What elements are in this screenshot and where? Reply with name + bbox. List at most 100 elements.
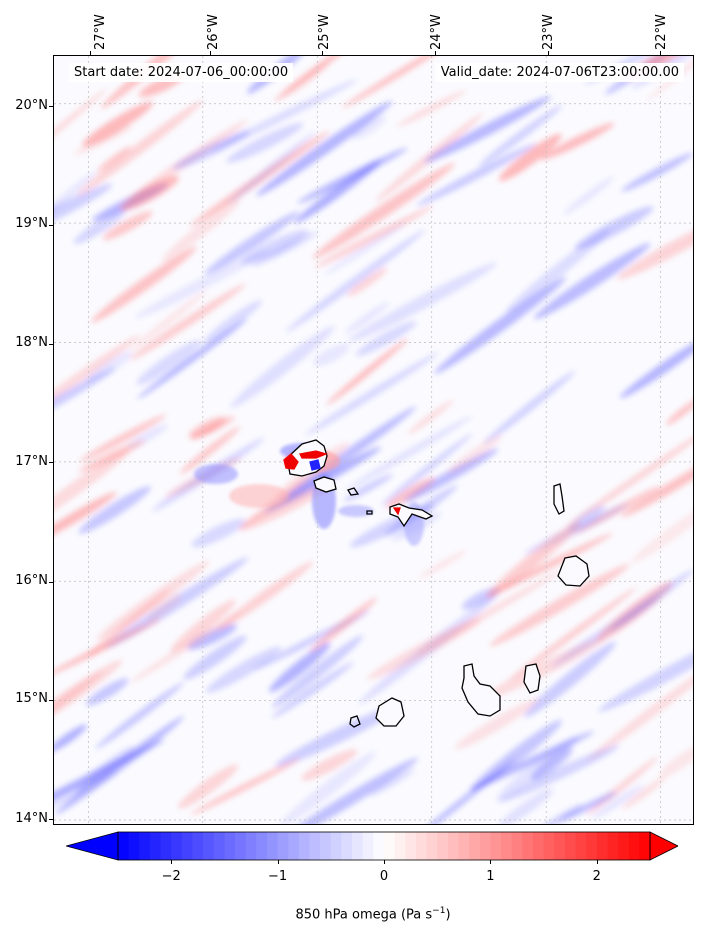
colorbar-step [479, 832, 491, 860]
lon-label-24w: 24°W [429, 14, 444, 50]
omega-streak [86, 588, 171, 658]
omega-feature [392, 507, 401, 516]
omega-streak [256, 100, 393, 197]
omega-streak [434, 277, 567, 374]
omega-streak [183, 635, 247, 680]
island-boa-vista [557, 555, 590, 587]
omega-streak [498, 745, 620, 803]
omega-streak [172, 130, 250, 170]
omega-streak [367, 618, 482, 680]
omega-streak [530, 747, 573, 781]
omega-streak [574, 206, 654, 250]
colorbar-low-extend [66, 831, 119, 861]
omega-streak [204, 211, 300, 275]
colorbar-step [458, 832, 470, 860]
omega-streak [447, 435, 502, 474]
omega-streak [285, 229, 426, 333]
omega-streak [658, 743, 693, 779]
colorbar-step [469, 832, 481, 860]
omega-streak [505, 228, 610, 313]
lon-tick [548, 51, 549, 55]
omega-streak [622, 777, 665, 810]
omega-streak [344, 301, 390, 334]
colorbar-step [266, 832, 278, 860]
omega-streak [312, 162, 455, 259]
omega-streak [54, 618, 162, 679]
omega-streak [54, 449, 130, 531]
omega-streak [100, 56, 222, 110]
lat-label-16n: 16°N [15, 573, 48, 588]
colorbar-step [235, 832, 247, 860]
colorbar-step [256, 832, 268, 860]
colorbar-step [639, 832, 651, 860]
omega-streak [342, 56, 471, 109]
colorbar-step [384, 832, 396, 860]
omega-streak [134, 249, 269, 319]
omega-streak [95, 682, 184, 749]
colorbar [66, 831, 678, 861]
omega-streak [407, 399, 454, 435]
colorbar-step [607, 832, 619, 860]
valid-date-label: Valid_date: 2024-07-06T23:00:00.00 [435, 63, 684, 82]
omega-streak [147, 593, 182, 621]
omega-streak [97, 146, 132, 172]
colorbar-step [543, 832, 555, 860]
omega-streak [416, 143, 537, 207]
omega-streak [54, 334, 141, 413]
omega-streak [79, 414, 167, 462]
omega-streak [179, 426, 241, 475]
omega-streak [78, 440, 146, 473]
omega-streak [470, 719, 563, 792]
omega-streak [355, 321, 417, 356]
colorbar-step [192, 832, 204, 860]
omega-streak [312, 343, 350, 367]
omega-map [53, 55, 694, 825]
island-raso [366, 510, 373, 515]
omega-streak [587, 661, 693, 761]
omega-streak [190, 758, 301, 815]
omega-streak [191, 518, 246, 548]
island-fogo [375, 697, 405, 727]
omega-streak [646, 56, 693, 101]
colorbar-step [277, 832, 289, 860]
omega-streak [162, 198, 241, 262]
colorbar-step [309, 832, 321, 860]
omega-streak [591, 784, 644, 820]
omega-streak [326, 338, 409, 406]
omega-streak [309, 597, 378, 653]
omega-streak [540, 122, 615, 160]
lat-label-19n: 19°N [15, 216, 48, 231]
omega-streak [324, 222, 406, 276]
omega-streak [534, 804, 583, 824]
omega-streak [273, 56, 371, 102]
lat-tick [49, 819, 53, 820]
lat-label-17n: 17°N [15, 454, 48, 469]
omega-streak [351, 116, 387, 140]
omega-streak [120, 175, 180, 211]
lon-label-25w: 25°W [317, 14, 332, 50]
colorbar-step [149, 832, 161, 860]
colorbar-step [298, 832, 310, 860]
lon-tick [322, 51, 323, 55]
omega-feature [283, 453, 299, 470]
colorbar-step [373, 832, 385, 860]
omega-streak [73, 209, 126, 245]
colorbar-step [118, 832, 130, 860]
omega-streak [482, 637, 605, 701]
omega-streak [129, 290, 207, 352]
omega-streak [304, 352, 439, 436]
omega-streak [85, 678, 129, 706]
omega-feature [229, 484, 289, 508]
omega-field [54, 56, 693, 824]
lat-tick [49, 225, 53, 226]
colorbar-step [554, 832, 566, 860]
lat-label-18n: 18°N [15, 335, 48, 350]
omega-streak [136, 318, 247, 400]
lat-tick [49, 344, 53, 345]
omega-streak [489, 564, 630, 647]
colorbar-step [139, 832, 151, 860]
omega-streak [347, 267, 388, 297]
omega-streak [498, 133, 562, 182]
omega-streak [348, 262, 498, 342]
omega-streak [380, 433, 473, 506]
